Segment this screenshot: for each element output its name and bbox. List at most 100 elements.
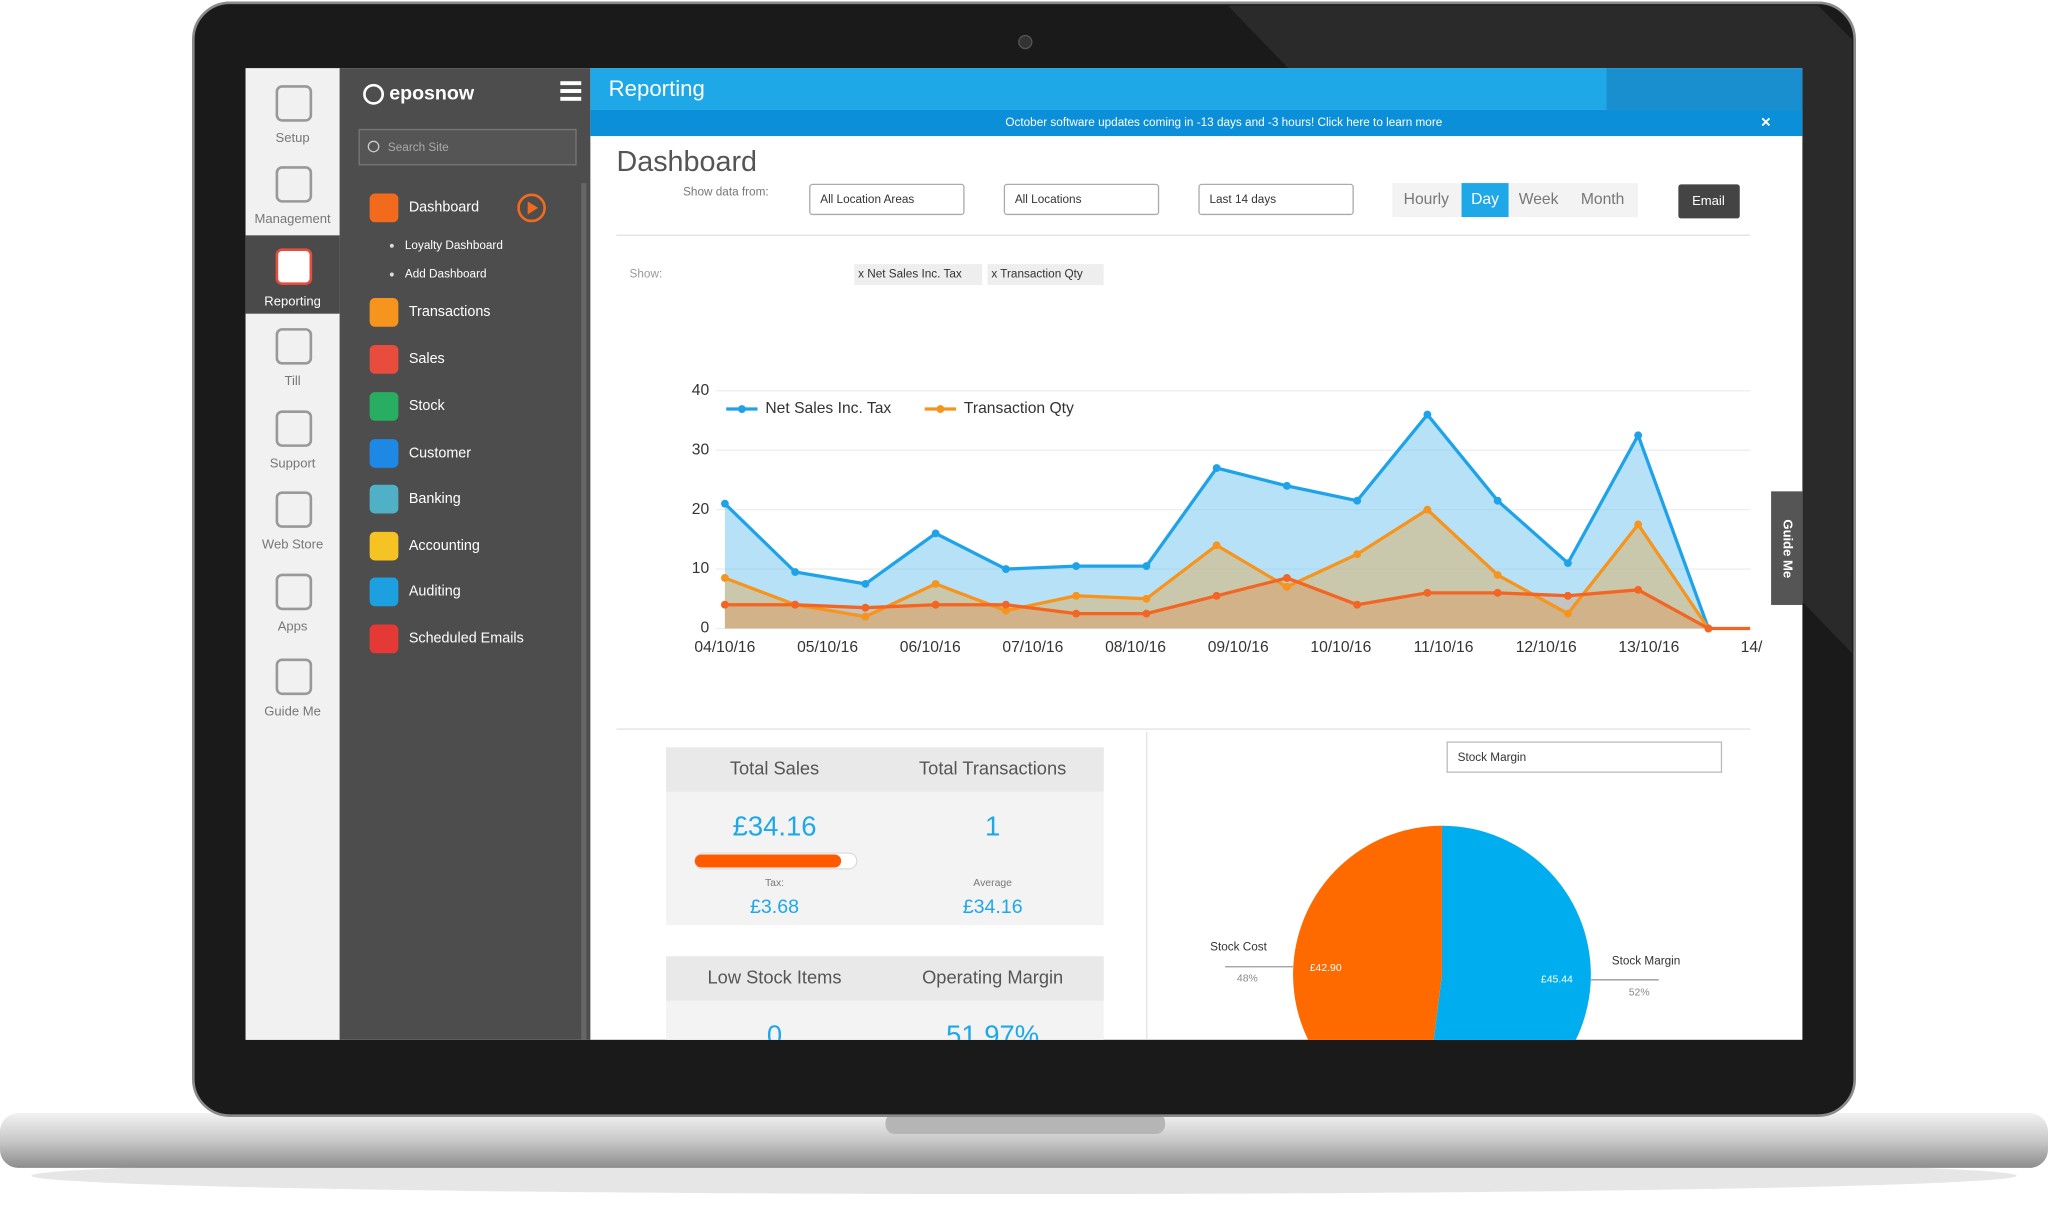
stat-label: Operating Margin (922, 966, 1063, 987)
rail-icon[interactable] (275, 85, 313, 122)
menu-icon[interactable] (560, 81, 582, 101)
stat-sub-value: £3.68 (750, 896, 799, 918)
data-point (791, 568, 800, 576)
rail-label: Support (270, 455, 316, 470)
stat-sub-value: £34.16 (963, 896, 1023, 918)
data-point (1142, 594, 1151, 603)
slice-amount: £45.44 (1541, 975, 1573, 986)
nav-item[interactable]: Auditing (409, 584, 461, 600)
data-point (1282, 481, 1291, 490)
legend-label: Transaction Qty (964, 400, 1074, 417)
stat-value: £34.16 (733, 811, 817, 842)
nav-item[interactable]: Customer (409, 445, 471, 461)
stat-sub-label: Average (973, 878, 1012, 889)
dropdown[interactable] (1198, 183, 1354, 216)
period-group (1392, 183, 1638, 218)
rail-icon[interactable] (275, 248, 313, 285)
rail-icon[interactable] (275, 658, 313, 696)
rail-icon[interactable] (275, 491, 313, 528)
rail-label: Till (284, 373, 300, 388)
data-point (1353, 550, 1362, 559)
stat-value: 1 (985, 811, 1000, 842)
data-point (791, 600, 800, 609)
y-tick-label: 20 (692, 501, 710, 518)
pie-slice (1433, 825, 1591, 1040)
rail-label: Apps (278, 619, 308, 634)
data-point (1072, 562, 1081, 570)
x-tick-label: 14/ (1741, 639, 1763, 656)
y-tick-label: 30 (692, 441, 710, 458)
data-point (1634, 585, 1643, 594)
rail-label: Management (254, 211, 331, 226)
rail-icon[interactable] (275, 328, 313, 365)
y-tick-label: 0 (701, 620, 710, 637)
y-tick-label: 10 (692, 560, 710, 577)
data-point (1493, 496, 1502, 505)
area-fill (724, 414, 1709, 629)
icon-rail (245, 68, 340, 1040)
data-point (931, 600, 940, 609)
nav-icon (369, 577, 399, 607)
area-fill (724, 577, 1709, 629)
email-button[interactable] (1678, 184, 1740, 219)
search-box[interactable] (358, 128, 577, 166)
dropdown-label: All Locations (1015, 193, 1082, 206)
x-tick-label: 09/10/16 (1208, 639, 1269, 656)
rail-icon[interactable] (275, 573, 313, 611)
logo-mark (363, 83, 384, 105)
nav-item[interactable]: Dashboard (409, 200, 479, 216)
selector-label: Stock Margin (1458, 751, 1527, 764)
header-bar (590, 68, 1803, 110)
data-point (1353, 600, 1362, 609)
data-point (1212, 541, 1221, 550)
filter-tag[interactable] (987, 264, 1104, 285)
nav-icon (369, 298, 399, 327)
period-button[interactable]: Hourly (1404, 191, 1449, 208)
nav-subitem[interactable]: Add Dashboard (405, 268, 487, 281)
nav-subitem[interactable]: Loyalty Dashboard (405, 239, 503, 252)
logo: eposnow (389, 82, 475, 104)
email-label: Email (1692, 193, 1725, 208)
nav-item[interactable]: Banking (409, 491, 461, 507)
period-button[interactable]: Week (1519, 191, 1559, 208)
data-point (1072, 591, 1081, 600)
dropdown[interactable] (809, 183, 965, 216)
pie-selector[interactable] (1446, 741, 1723, 773)
dropdown[interactable] (1003, 183, 1160, 216)
rail-label: Web Store (262, 536, 323, 551)
nav-item[interactable]: Sales (409, 351, 445, 367)
play-icon[interactable] (517, 193, 546, 223)
pie-label: Stock Margin (1612, 955, 1681, 968)
x-tick-label: 05/10/16 (797, 639, 858, 656)
data-point (861, 612, 870, 621)
nav-item[interactable]: Scheduled Emails (409, 631, 524, 647)
nav-item[interactable]: Accounting (409, 538, 480, 554)
stats-card-header (666, 956, 1104, 1001)
x-tick-label: 12/10/16 (1516, 639, 1577, 656)
data-point (1353, 496, 1362, 505)
x-tick-label: 07/10/16 (1002, 639, 1063, 656)
nav-item[interactable]: Transactions (409, 304, 491, 320)
close-button[interactable]: × (1761, 112, 1771, 131)
pie-percent: 48% (1237, 973, 1258, 984)
guide-tab[interactable] (1771, 491, 1803, 605)
laptop-notch (885, 1113, 1166, 1134)
nav-item[interactable]: Stock (409, 398, 446, 414)
data-point (1001, 600, 1010, 609)
scrollbar (581, 183, 587, 1040)
period-button[interactable]: Month (1581, 191, 1625, 208)
rail-icon[interactable] (275, 166, 313, 203)
legend-dot (936, 405, 945, 413)
pie-percent: 52% (1629, 988, 1650, 999)
period-button[interactable]: Day (1471, 191, 1499, 208)
notice-bar[interactable] (590, 109, 1803, 137)
data-point (1001, 606, 1010, 615)
data-point (1493, 588, 1502, 597)
webcam (1018, 34, 1033, 50)
stat-label: Total Sales (730, 757, 819, 778)
data-point (1634, 520, 1643, 529)
stats-card-header (666, 747, 1104, 792)
rail-icon[interactable] (275, 410, 313, 447)
filter-tag[interactable] (854, 264, 983, 285)
x-tick-label: 04/10/16 (694, 639, 755, 656)
